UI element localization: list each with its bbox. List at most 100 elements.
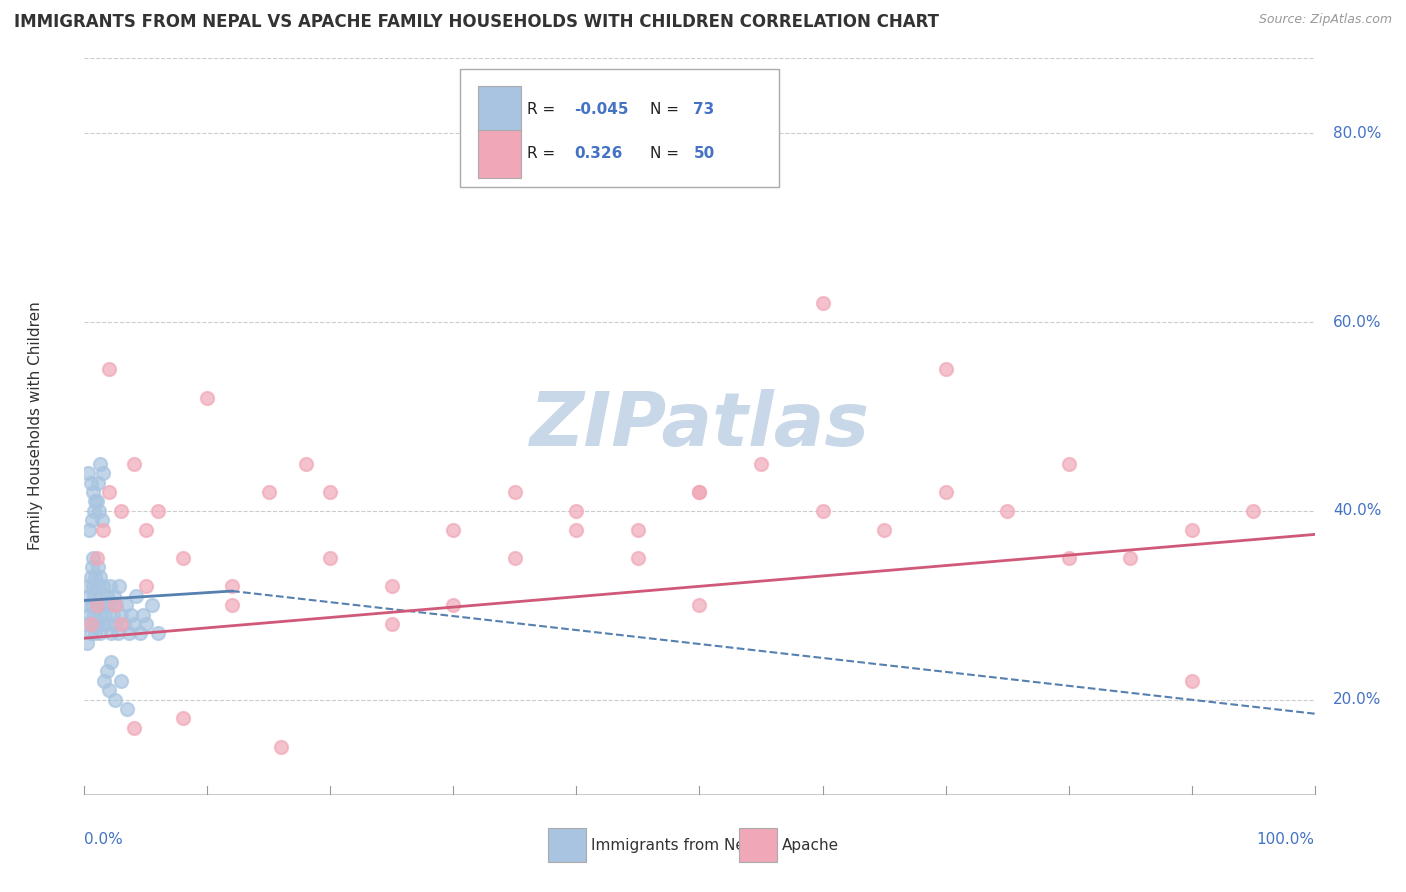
Point — [221, 579, 243, 593]
Point — [79, 607, 101, 622]
Point — [96, 589, 118, 603]
Point — [87, 589, 111, 603]
Point — [135, 617, 157, 632]
Point — [689, 598, 711, 612]
Point — [107, 626, 129, 640]
FancyBboxPatch shape — [478, 129, 522, 178]
Point — [135, 579, 157, 593]
Point — [319, 485, 342, 500]
Point — [91, 617, 114, 632]
Point — [117, 702, 139, 716]
Point — [101, 607, 124, 622]
Point — [689, 485, 711, 500]
Point — [148, 626, 170, 640]
Point — [97, 617, 120, 632]
Point — [94, 607, 117, 622]
Point — [110, 504, 132, 518]
Text: 80.0%: 80.0% — [1333, 126, 1382, 141]
Point — [84, 494, 107, 508]
Point — [110, 607, 132, 622]
Point — [120, 607, 142, 622]
Point — [77, 466, 100, 480]
Point — [627, 523, 650, 537]
Point — [98, 485, 120, 500]
Point — [93, 673, 115, 688]
FancyBboxPatch shape — [478, 86, 522, 134]
Point — [84, 626, 107, 640]
Point — [100, 626, 122, 640]
Point — [1181, 523, 1204, 537]
Point — [565, 523, 588, 537]
Point — [86, 598, 108, 612]
Point — [77, 598, 100, 612]
Point — [82, 617, 104, 632]
Point — [98, 598, 120, 612]
Point — [87, 475, 110, 490]
Point — [443, 598, 465, 612]
Point — [295, 457, 318, 471]
Point — [75, 617, 97, 632]
Point — [115, 598, 138, 612]
Point — [98, 683, 120, 698]
Point — [79, 589, 101, 603]
Point — [135, 523, 157, 537]
Point — [811, 296, 834, 310]
Point — [105, 598, 128, 612]
Point — [90, 598, 112, 612]
Point — [1057, 551, 1080, 566]
Point — [689, 485, 711, 500]
Point — [221, 598, 243, 612]
Point — [112, 617, 135, 632]
Point — [935, 485, 957, 500]
Point — [87, 617, 110, 632]
Point — [79, 475, 101, 490]
Point — [319, 551, 342, 566]
Point — [87, 560, 110, 574]
Text: N =: N = — [651, 102, 685, 117]
Point — [103, 589, 125, 603]
Text: Apache: Apache — [782, 838, 839, 853]
Point — [86, 494, 108, 508]
Point — [87, 504, 111, 518]
Point — [172, 551, 194, 566]
Point — [122, 721, 145, 735]
Point — [503, 551, 526, 566]
Point — [141, 598, 163, 612]
Point — [110, 617, 132, 632]
Point — [89, 457, 111, 471]
Point — [503, 485, 526, 500]
Point — [1241, 504, 1264, 518]
Point — [82, 551, 104, 566]
Point — [132, 607, 155, 622]
Point — [76, 636, 98, 650]
Text: 100.0%: 100.0% — [1257, 831, 1315, 847]
Point — [811, 504, 834, 518]
Text: IMMIGRANTS FROM NEPAL VS APACHE FAMILY HOUSEHOLDS WITH CHILDREN CORRELATION CHAR: IMMIGRANTS FROM NEPAL VS APACHE FAMILY H… — [14, 13, 939, 31]
Point — [91, 466, 114, 480]
Point — [89, 626, 111, 640]
Point — [84, 570, 107, 584]
FancyBboxPatch shape — [548, 829, 586, 863]
Point — [80, 598, 103, 612]
Point — [381, 617, 404, 632]
Point — [381, 579, 404, 593]
Point — [197, 391, 219, 405]
Point — [104, 617, 127, 632]
Point — [98, 362, 120, 376]
Point — [257, 485, 280, 500]
Text: -0.045: -0.045 — [574, 102, 628, 117]
Point — [79, 523, 101, 537]
Text: ZIPatlas: ZIPatlas — [530, 390, 869, 462]
Point — [118, 626, 141, 640]
Text: 0.0%: 0.0% — [84, 831, 124, 847]
Text: 20.0%: 20.0% — [1333, 692, 1382, 707]
Point — [270, 739, 292, 754]
Point — [128, 626, 150, 640]
Point — [110, 673, 132, 688]
Point — [122, 617, 145, 632]
FancyBboxPatch shape — [740, 829, 778, 863]
Point — [83, 589, 105, 603]
Point — [86, 579, 108, 593]
Point — [89, 570, 111, 584]
Point — [1119, 551, 1142, 566]
